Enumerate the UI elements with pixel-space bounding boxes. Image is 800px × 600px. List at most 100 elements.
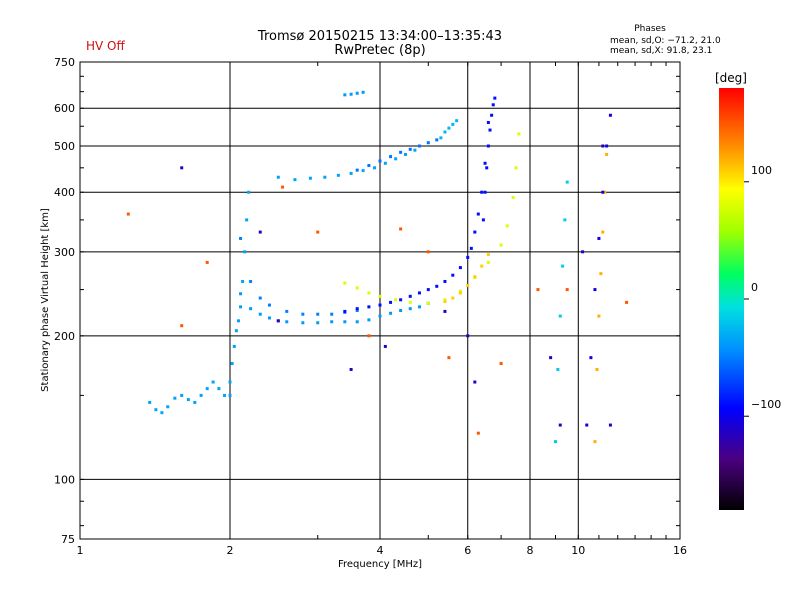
data-point <box>563 218 567 222</box>
data-point <box>343 93 347 97</box>
data-point <box>355 308 359 312</box>
data-point <box>408 147 412 151</box>
data-point <box>367 305 371 309</box>
data-point <box>258 312 262 316</box>
x-tick-label: 1 <box>77 544 84 557</box>
data-point <box>180 393 184 397</box>
data-point <box>435 138 439 142</box>
data-point <box>608 113 612 117</box>
data-point <box>426 301 430 305</box>
data-point <box>488 128 492 132</box>
data-point <box>595 367 599 371</box>
y-tick-label: 750 <box>54 56 75 69</box>
data-point <box>565 180 569 184</box>
data-point <box>451 122 455 126</box>
data-point <box>499 361 503 365</box>
data-point <box>589 356 593 360</box>
data-point <box>505 224 509 228</box>
x-axis-label: Frequency [MHz] <box>338 559 422 570</box>
data-point <box>367 318 371 322</box>
data-point <box>417 144 421 148</box>
data-point <box>247 190 251 194</box>
data-point <box>483 161 487 165</box>
data-point <box>473 380 477 384</box>
data-point <box>355 286 359 290</box>
data-point <box>517 132 521 136</box>
data-point <box>361 169 365 173</box>
data-point <box>343 281 347 285</box>
data-point <box>230 361 234 365</box>
data-point <box>367 291 371 295</box>
y-tick-label: 200 <box>54 330 75 343</box>
data-point <box>408 300 412 304</box>
colorbar-tick-label: 100 <box>751 164 772 177</box>
data-point <box>223 393 227 397</box>
data-point <box>601 144 605 148</box>
data-point <box>378 314 382 318</box>
data-point <box>394 157 398 161</box>
data-point <box>173 396 177 400</box>
data-point <box>553 440 557 444</box>
data-point <box>593 288 597 292</box>
data-point <box>413 148 417 152</box>
data-point <box>276 319 280 323</box>
data-point <box>293 178 297 182</box>
x-tick-label: 2 <box>227 544 234 557</box>
data-point <box>597 236 601 240</box>
data-point <box>239 292 243 296</box>
data-point <box>186 398 190 402</box>
data-point <box>514 166 518 170</box>
data-point <box>228 393 232 397</box>
data-point <box>408 307 412 311</box>
data-point <box>603 190 607 194</box>
data-point <box>355 168 359 172</box>
data-point <box>443 279 447 283</box>
data-point <box>403 152 407 156</box>
data-point <box>480 190 484 194</box>
data-point <box>349 171 353 175</box>
y-tick-label: 400 <box>54 186 75 199</box>
data-point <box>180 166 184 170</box>
data-point <box>585 423 589 427</box>
data-point <box>447 356 451 360</box>
data-point <box>258 230 262 234</box>
colorbar-tick-label: 0 <box>751 281 758 294</box>
chart-subtitle: RwPretec (8p) <box>334 43 425 58</box>
y-tick-label: 600 <box>54 102 75 115</box>
data-point <box>451 296 455 300</box>
y-tick-label: 100 <box>54 473 75 486</box>
data-point <box>241 279 245 283</box>
colorbar-unit-label: [deg] <box>715 71 747 85</box>
data-point <box>443 298 447 302</box>
data-point <box>485 166 489 170</box>
data-point <box>491 103 495 107</box>
data-point <box>383 344 387 348</box>
data-point <box>205 387 209 391</box>
hv-status-label: HV Off <box>86 39 125 53</box>
phases-stats-title: Phases <box>634 24 666 34</box>
data-point <box>458 289 462 293</box>
data-point <box>330 320 334 324</box>
y-axis-label: Stationary phase Virtual Height [km] <box>40 208 51 392</box>
colorbar-ticks: 100 0 −100 <box>744 164 781 417</box>
data-point <box>389 300 393 304</box>
data-point <box>549 356 553 360</box>
data-point <box>476 431 480 435</box>
data-point <box>389 311 393 315</box>
data-point <box>378 294 382 298</box>
data-point <box>389 155 393 159</box>
data-point <box>490 113 494 117</box>
data-point <box>316 321 320 325</box>
data-point <box>373 166 377 170</box>
data-point <box>258 296 262 300</box>
data-point <box>301 321 305 325</box>
colorbar-tick-label: −100 <box>751 398 781 411</box>
data-point <box>593 440 597 444</box>
data-point <box>558 423 562 427</box>
data-point <box>234 329 238 333</box>
data-point <box>367 334 371 338</box>
data-point <box>399 227 403 231</box>
data-point <box>355 307 359 311</box>
data-point <box>480 264 484 268</box>
data-point <box>323 175 327 179</box>
